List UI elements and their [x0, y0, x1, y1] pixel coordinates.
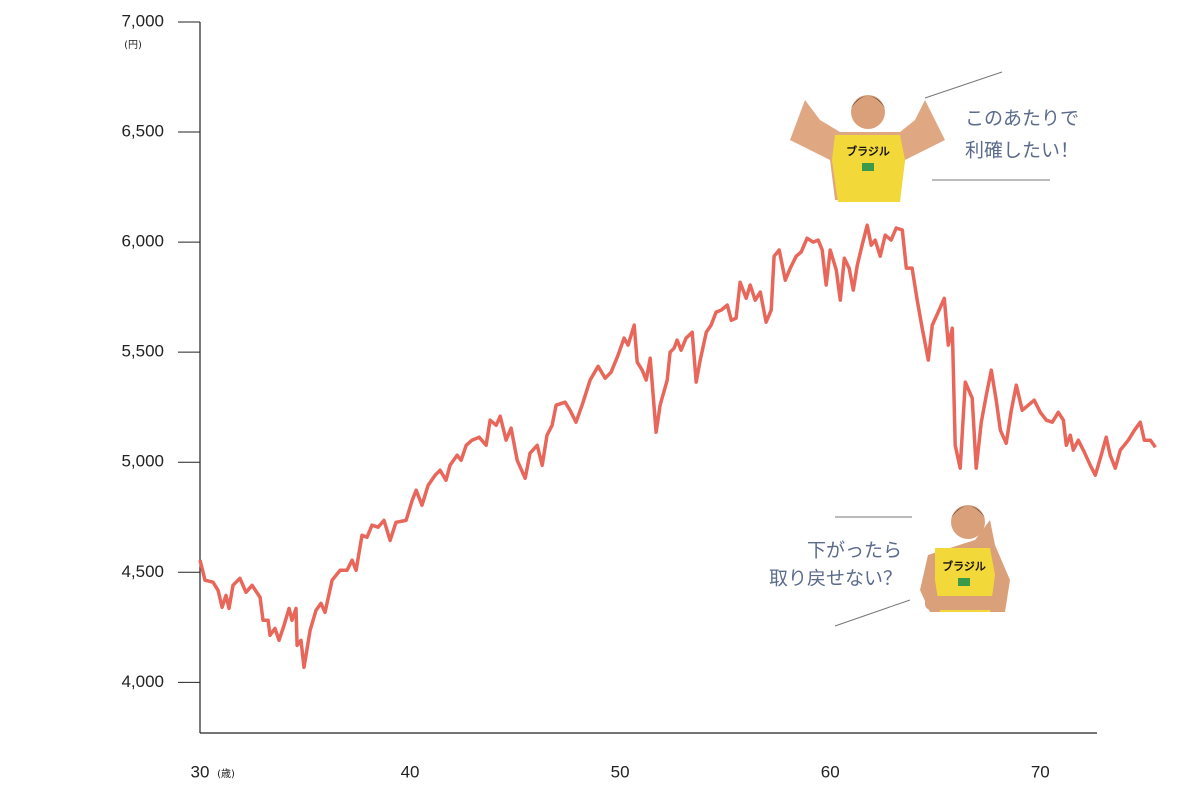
- figure-top: ブラジル: [790, 95, 945, 202]
- data-line: [198, 223, 1157, 670]
- callout-line: [834, 599, 911, 627]
- y-tick-label: 5,000: [121, 452, 164, 471]
- shirt-label: ブラジル: [846, 144, 890, 158]
- y-tick-label: 6,000: [121, 232, 164, 251]
- shirt-label: ブラジル: [942, 559, 986, 573]
- x-tick-label: 70: [1031, 762, 1050, 781]
- x-tick-label: 50: [611, 762, 630, 781]
- y-tick-label: 4,500: [121, 562, 164, 581]
- annotation: このあたりで: [965, 108, 1079, 130]
- y-tick-label: 7,000: [121, 11, 164, 30]
- annotation: 取り戻せない？: [769, 568, 902, 590]
- y-tick-label: 5,500: [121, 342, 164, 361]
- x-tick-label: 60: [821, 762, 840, 781]
- x-tick-label: 40: [401, 762, 420, 781]
- x-tick-label: 30: [191, 762, 210, 781]
- y-tick-label: 4,000: [121, 672, 164, 691]
- y-tick-label: 6,500: [121, 122, 164, 141]
- y-unit: (円): [124, 40, 142, 51]
- x-unit: (歳): [217, 768, 235, 780]
- annotation: 下がったら: [807, 540, 902, 562]
- figure-bottom: ブラジル: [920, 505, 1010, 612]
- annotation: 利確したい！: [965, 140, 1079, 162]
- callout-line: [924, 71, 1003, 99]
